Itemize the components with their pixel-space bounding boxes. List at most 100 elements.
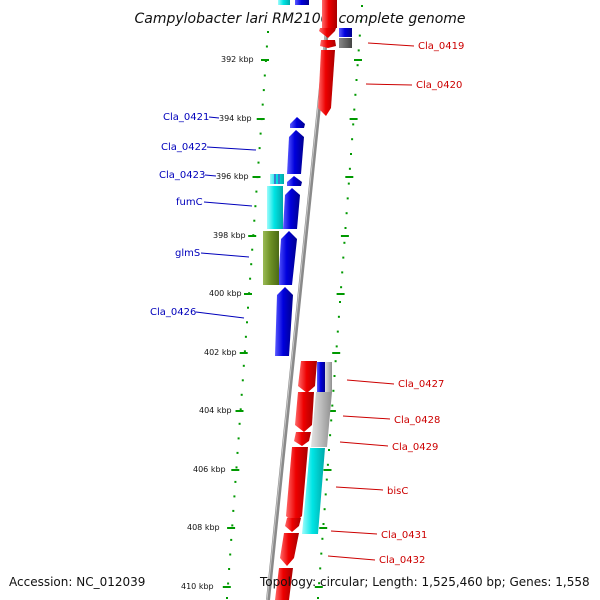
tick-dot-right: [320, 552, 323, 555]
gene-partial-bottom: [275, 568, 293, 600]
major-tick-dash-right: [345, 176, 354, 178]
tick-dot-left: [236, 451, 239, 454]
leader-cla_0427: [346, 379, 395, 385]
label-cla_0428[interactable]: Cla_0428: [394, 415, 440, 426]
gene-glms: [278, 231, 297, 285]
tick-dot-left: [246, 321, 248, 324]
major-tick-dash: [248, 235, 257, 237]
tick-dot-right: [345, 212, 348, 215]
tick-dot-right: [336, 330, 339, 333]
label-cla_0423[interactable]: Cla_0423: [159, 170, 205, 181]
label-cla_0420[interactable]: Cla_0420: [416, 80, 462, 91]
tick-dot-left: [239, 408, 242, 411]
gray-feature-cla_0428: [311, 392, 332, 447]
major-tick-dash: [244, 293, 252, 295]
tick-label-408: 408 kbp: [187, 523, 220, 532]
tick-label-396: 396 kbp: [216, 172, 249, 181]
label-cla_0419[interactable]: Cla_0419: [418, 41, 464, 52]
gene-cla_0419-arrow: [320, 40, 336, 48]
tick-dot-right: [358, 34, 361, 37]
gene-cla_0428: [295, 392, 314, 432]
tick-dot-right: [352, 123, 355, 126]
tick-dot-left: [232, 509, 235, 512]
tick-dot-left: [244, 335, 247, 338]
tick-dot-right: [330, 419, 333, 422]
tick-dot-right: [317, 597, 319, 599]
leader-cla_0431: [330, 530, 378, 535]
forward-genes-lower: [275, 361, 317, 600]
gene-cla_0426: [275, 287, 293, 356]
tick-dot-right: [337, 315, 340, 318]
reverse-genes: [275, 117, 305, 356]
tick-dot-left: [255, 190, 258, 193]
tick-dot-right: [350, 153, 352, 155]
leader-cla_0420: [365, 83, 413, 86]
major-tick-dash-right: [319, 527, 328, 529]
tick-dot-left: [263, 74, 266, 77]
major-tick-dash-right: [323, 469, 332, 471]
tick-dot-left: [230, 538, 233, 541]
cyan-feature-fumc: [267, 186, 283, 229]
gray-small-feature-top: [339, 38, 352, 48]
blue-feature-cla_0427: [317, 362, 325, 392]
label-cla_0432[interactable]: Cla_0432: [379, 555, 425, 566]
tick-dot-right: [341, 271, 344, 274]
major-tick-dash-right: [349, 118, 358, 120]
tick-dot-right: [357, 49, 360, 52]
tick-dot-left: [242, 364, 245, 367]
reverse-other-features: [263, 174, 284, 285]
tick-dot-right: [332, 389, 335, 392]
tick-dot-left: [261, 103, 264, 106]
tick-dot-right: [339, 301, 341, 303]
forward-gene-labels: Cla_0419 Cla_0420 Cla_0427 Cla_0428 Cla_…: [327, 41, 464, 566]
olive-feature-glms: [263, 231, 279, 285]
reverse-gene-labels: Cla_0421 Cla_0422 Cla_0423 fumC glmS Cla…: [150, 112, 257, 319]
tick-dot-left: [227, 582, 230, 585]
major-tick-dash-right: [340, 235, 349, 237]
tick-dot-left: [254, 205, 257, 208]
label-fumc[interactable]: fumC: [176, 197, 203, 208]
tick-dot-left: [226, 597, 228, 599]
major-tick-dash-right: [332, 352, 341, 354]
leader-fumc: [203, 201, 253, 207]
tick-dot-right: [326, 463, 329, 466]
cyan-feature-bisc: [302, 448, 325, 534]
gene-cla_0420: [318, 50, 335, 116]
label-cla_0421[interactable]: Cla_0421: [163, 112, 209, 123]
gene-fumc: [283, 188, 300, 229]
tick-labels: 392 kbp 394 kbp 396 kbp 398 kbp 400 kbp …: [181, 55, 254, 591]
label-glms[interactable]: glmS: [175, 248, 200, 259]
tick-dot-right: [355, 79, 358, 81]
label-cla_0429[interactable]: Cla_0429: [392, 442, 438, 453]
tick-dot-right: [328, 449, 330, 451]
tick-dot-right: [348, 167, 351, 170]
trna-cluster-marks-2: [278, 174, 280, 184]
label-cla_0427[interactable]: Cla_0427: [398, 379, 444, 390]
label-cla_0426[interactable]: Cla_0426: [150, 307, 196, 318]
label-cla_0431[interactable]: Cla_0431: [381, 530, 427, 541]
label-cla_0422[interactable]: Cla_0422: [161, 142, 207, 153]
tick-dot-left: [249, 277, 252, 280]
label-bisc[interactable]: bisC: [387, 486, 408, 497]
major-tick-dash-right: [354, 59, 362, 61]
tick-dot-right: [323, 508, 326, 511]
tick-dot-right: [353, 108, 356, 111]
tick-dot-right: [319, 567, 322, 570]
tick-dot-right: [333, 375, 336, 377]
tick-dot-right: [354, 93, 357, 96]
tick-dot-right: [321, 537, 324, 540]
tick-dot-left: [229, 553, 232, 556]
tick-dot-right: [334, 360, 337, 363]
tick-dot-left: [231, 524, 234, 527]
red-gene-top-body: [322, 0, 337, 28]
tick-label-406: 406 kbp: [193, 465, 226, 474]
tick-dot-right: [361, 5, 363, 7]
tick-label-392: 392 kbp: [221, 55, 254, 64]
tick-dot-left: [262, 89, 265, 92]
major-tick-dash: [222, 586, 231, 588]
tick-dot-left: [247, 306, 249, 309]
tick-label-410: 410 kbp: [181, 582, 214, 591]
footer: Accession: NC_012039 Topology: circular;…: [9, 575, 590, 589]
tick-label-398: 398 kbp: [213, 231, 246, 240]
